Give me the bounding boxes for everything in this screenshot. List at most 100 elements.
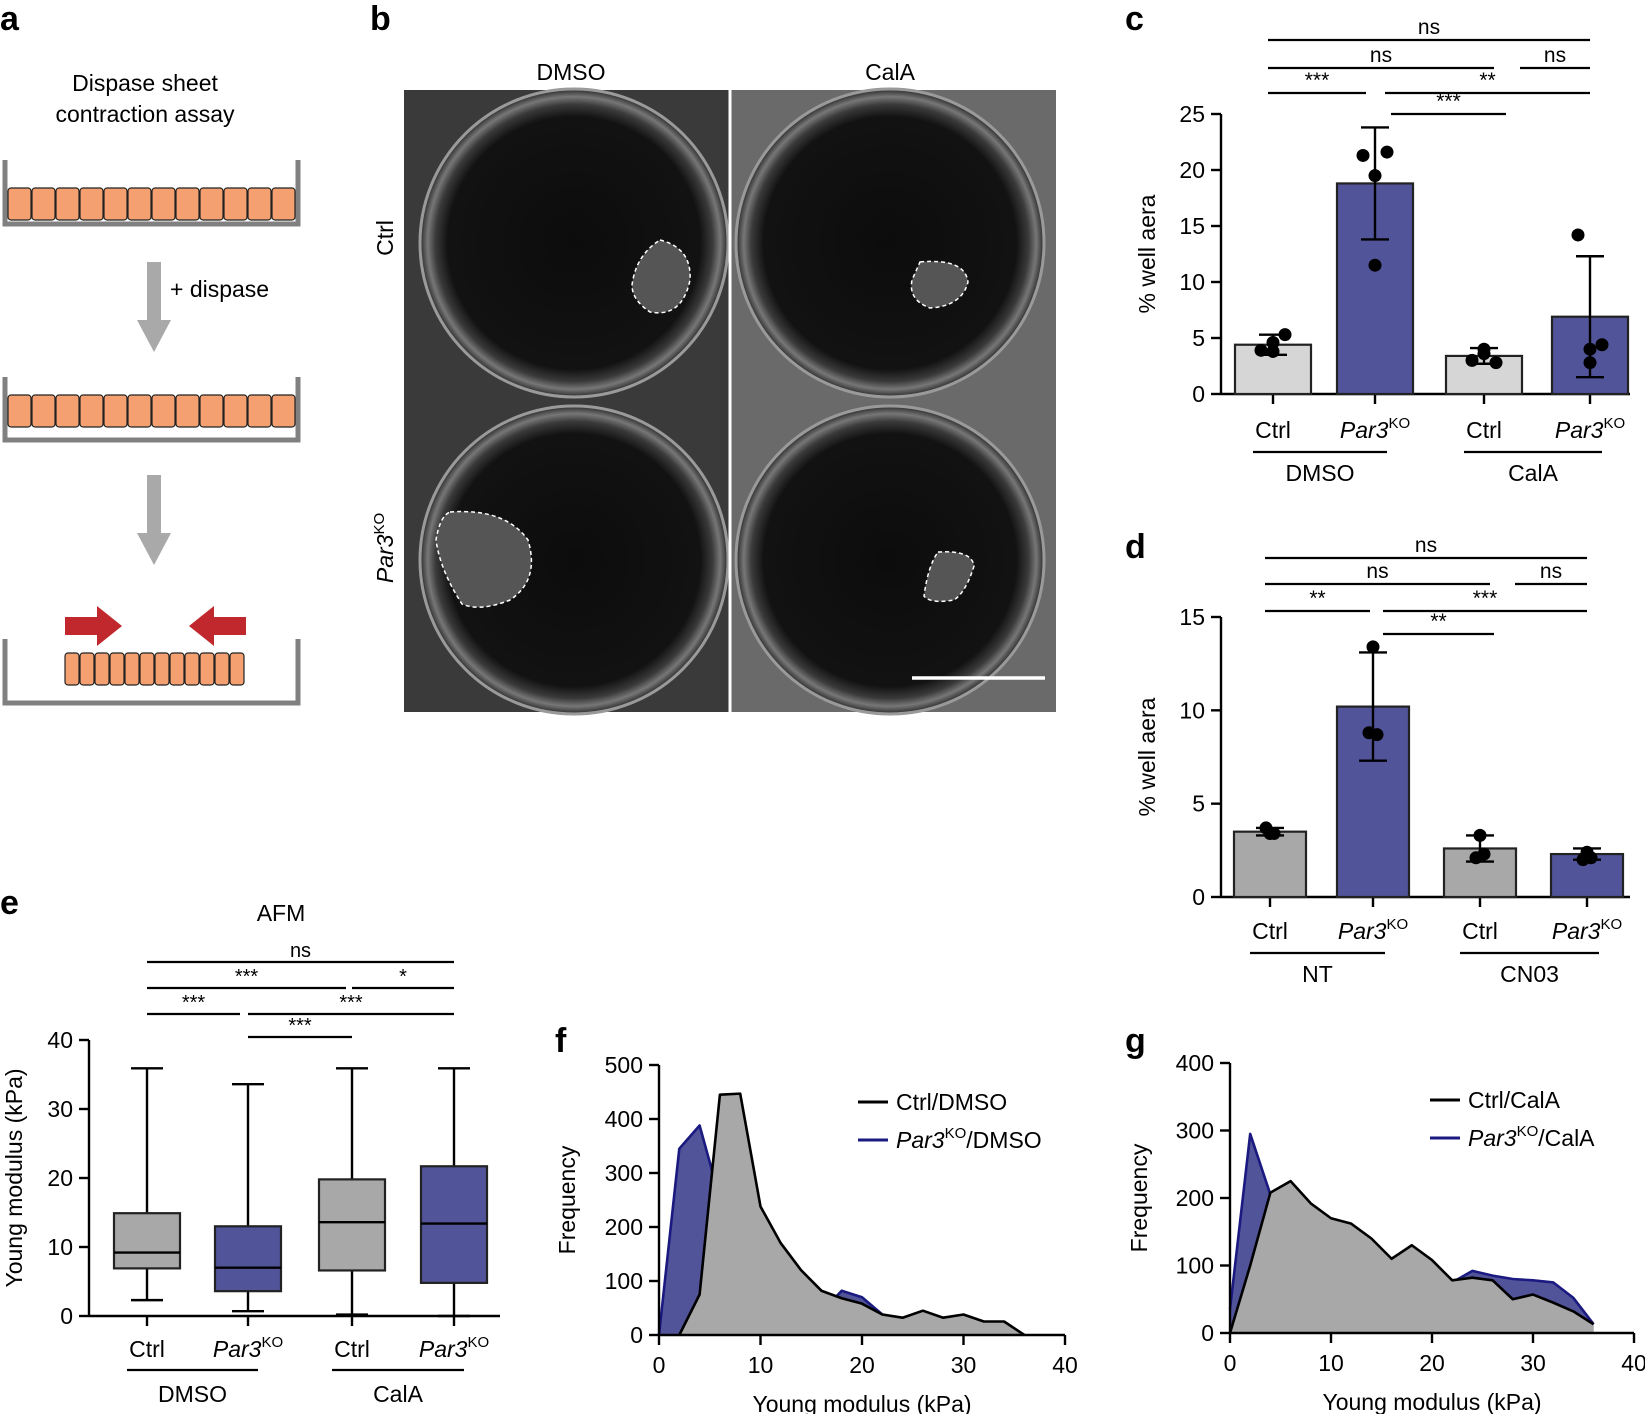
y-tick-label: 200 — [1176, 1185, 1214, 1211]
y-axis-label: % well aera — [1134, 697, 1160, 816]
legend-label: Par3KO/DMSO — [896, 1125, 1042, 1153]
significance-label: ** — [1309, 587, 1325, 610]
significance-label: *** — [1473, 587, 1498, 610]
group-label: CN03 — [1500, 961, 1559, 987]
group-label: DMSO — [1286, 460, 1355, 486]
data-point — [1267, 827, 1281, 841]
y-tick-label: 0 — [1192, 884, 1205, 910]
significance-label: *** — [1305, 69, 1330, 92]
significance-label: ** — [1479, 69, 1495, 92]
col-label-cala: CalA — [865, 59, 916, 85]
y-axis-label: % well aera — [1134, 194, 1160, 313]
data-point — [1278, 328, 1292, 342]
data-point — [1368, 258, 1382, 272]
cell — [199, 187, 224, 221]
significance-label: * — [399, 966, 407, 988]
data-point — [1477, 847, 1491, 861]
data-point — [1473, 828, 1487, 842]
cell — [79, 652, 95, 686]
cell — [154, 652, 170, 686]
data-point — [1254, 343, 1268, 357]
panel-a: a Dispase sheet contraction assay + disp… — [0, 0, 301, 706]
panel-g: g 0 100 200 300 400 0 10 20 30 40 Young modulus (k… — [1125, 1022, 1645, 1414]
y-tick-label: 400 — [1176, 1050, 1214, 1076]
y-tick-label: 400 — [605, 1106, 643, 1132]
data-point — [1595, 338, 1609, 352]
cell — [55, 187, 80, 221]
series-line — [678, 1092, 1026, 1337]
y-tick-label: 0 — [60, 1303, 73, 1329]
cell — [139, 652, 155, 686]
group-label: CalA — [373, 1381, 424, 1407]
data-point — [1368, 169, 1382, 183]
category-label: Par3KO — [1340, 415, 1410, 443]
cell — [127, 394, 152, 428]
panel-f-label: f — [555, 1022, 567, 1060]
y-tick-label: 200 — [605, 1214, 643, 1240]
significance-label: *** — [235, 966, 259, 988]
cell — [214, 652, 230, 686]
panel-b-label: b — [370, 0, 391, 38]
significance-label: ns — [1540, 560, 1562, 583]
significance-label: *** — [288, 1015, 312, 1037]
sheet-outline-ctrl-cala — [910, 260, 969, 309]
assay-title-line1: Dispase sheet — [72, 70, 218, 96]
chart-c: 0 5 10 15 20 25 % well aera Ctrl Par3KO Ctrl Par3K… — [1134, 16, 1630, 486]
y-tick-label: 300 — [1176, 1118, 1214, 1144]
y-tick-label: 30 — [47, 1096, 73, 1122]
significance-label: ** — [1430, 610, 1446, 633]
contraction-arrow-right — [65, 606, 122, 646]
box — [317, 1178, 387, 1272]
cell — [229, 652, 245, 686]
sheet-outline-par3ko-dmso — [435, 510, 533, 608]
group-label: NT — [1302, 961, 1333, 987]
x-tick-label: 30 — [1520, 1350, 1546, 1376]
dish-3 — [2, 639, 301, 706]
category-label: Ctrl — [1462, 918, 1498, 944]
legend-label: Ctrl/CalA — [1468, 1087, 1561, 1113]
y-tick-label: 10 — [47, 1234, 73, 1260]
box — [213, 1225, 283, 1293]
category-label: Par3KO — [1555, 415, 1625, 443]
dish-1 — [2, 160, 301, 227]
y-tick-label: 0 — [630, 1322, 643, 1348]
data-point — [1583, 356, 1597, 370]
significance-label: *** — [1436, 90, 1461, 113]
x-tick-label: 40 — [1052, 1352, 1078, 1378]
x-tick-label: 0 — [1224, 1350, 1237, 1376]
cell — [109, 652, 125, 686]
cell-sheet-contracted — [64, 652, 245, 686]
y-axis-label: Frequency — [554, 1145, 580, 1254]
category-label: Ctrl — [1255, 417, 1291, 443]
y-tick-label: 0 — [1201, 1320, 1214, 1346]
panel-c: c 0 5 10 15 20 25 % well aera Ctrl Par3KO Ctrl Par… — [1125, 0, 1630, 486]
panel-d-label: d — [1125, 528, 1146, 566]
data-point — [1489, 356, 1503, 370]
significance-label: ns — [1415, 534, 1437, 557]
y-tick-label: 15 — [1179, 604, 1205, 630]
category-label: Par3KO — [419, 1334, 489, 1362]
chart-f: 0 100 200 300 400 500 0 10 20 30 40 Young modulus (… — [554, 1052, 1078, 1414]
x-axis-label: Young modulus (kPa) — [752, 1391, 971, 1414]
significance-label: ns — [1418, 16, 1440, 39]
cell — [223, 394, 248, 428]
significance-label: ns — [1366, 560, 1388, 583]
dish-2 — [2, 377, 301, 443]
y-tick-label: 5 — [1192, 325, 1205, 351]
y-tick-label: 20 — [1179, 157, 1205, 183]
cell — [79, 394, 104, 428]
cell — [271, 394, 296, 428]
y-tick-label: 0 — [1192, 381, 1205, 407]
data-point — [1366, 640, 1380, 654]
cell — [247, 394, 272, 428]
data-point — [1380, 145, 1394, 159]
data-point — [1370, 728, 1384, 742]
cell — [151, 187, 176, 221]
panel-c-label: c — [1125, 0, 1144, 38]
category-label: Ctrl — [1466, 417, 1502, 443]
significance-label: *** — [339, 992, 363, 1014]
well-par3ko-cala — [734, 404, 1046, 716]
row-label-par3ko: Par3KO — [371, 513, 398, 583]
bar — [1232, 830, 1308, 899]
